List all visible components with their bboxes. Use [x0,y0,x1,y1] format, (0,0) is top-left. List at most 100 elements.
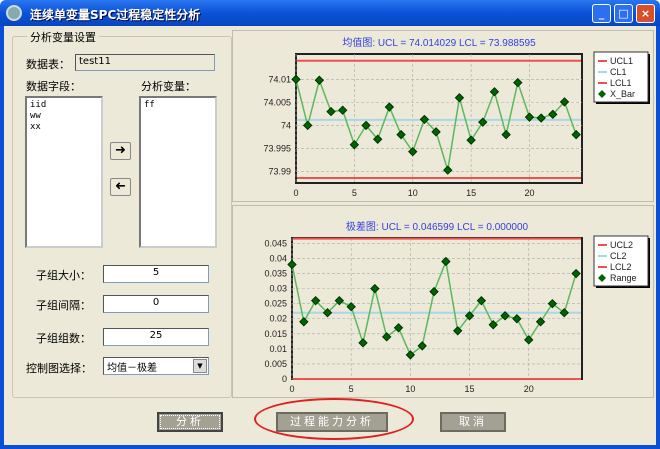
data-point [464,311,475,321]
list-item[interactable]: ff [144,100,155,110]
data-point [396,129,406,140]
subgroup-interval-input[interactable]: 0 [103,295,209,313]
list-item[interactable]: xx [30,122,41,132]
y-tick-label: 73.995 [263,143,291,153]
arrow-right-icon: ➜ [115,143,126,158]
data-point [535,317,546,327]
legend-label: X_Bar [610,89,635,99]
data-point [370,283,380,294]
data-point [501,129,511,140]
x-tick-label: 20 [524,384,534,394]
vars-list[interactable]: ff [139,96,217,248]
chart-type-value: 均值－极差 [107,363,157,374]
add-variable-button[interactable]: ➜ [110,142,131,160]
list-item[interactable]: iid [30,100,47,110]
data-point [536,113,546,123]
chart-type-select[interactable]: 均值－极差 ▼ [103,357,209,375]
group-title: 分析变量设置 [27,29,99,45]
data-point [571,129,581,140]
x-tick-label: 10 [408,188,418,198]
data-point [548,109,558,120]
data-point [384,102,395,112]
y-tick-label: 0.015 [264,329,287,339]
y-tick-label: 0.01 [269,344,287,354]
y-tick-label: 0.045 [264,238,287,248]
data-point [489,87,500,97]
legend-label: CL1 [610,67,627,77]
data-point [559,97,570,107]
legend-label: UCL2 [610,240,633,250]
data-point [393,323,404,333]
data-point [559,308,569,318]
x-tick-label: 0 [289,384,294,394]
y-tick-label: 0 [282,374,287,384]
range-chart: 极差图: UCL = 0.046599 LCL = 0.000000 0 0.005… [264,220,650,394]
plot-area [295,53,583,184]
subgroup-interval-label: 子组间隔： [36,299,91,312]
data-point [337,105,348,115]
fields-list[interactable]: iid ww xx [25,96,103,248]
data-point [417,341,427,351]
y-tick-label: 74 [281,120,291,130]
legend-marker [598,90,606,98]
data-point [346,301,356,312]
chart-title: 均值图: UCL = 74.014029 LCL = 73.988595 [342,36,536,49]
y-tick-label: 0.04 [269,253,287,263]
x-tick-label: 15 [465,384,475,394]
data-point [454,93,465,103]
data-point [326,106,336,117]
minimize-button[interactable]: _ [592,4,611,23]
y-tick-label: 73.99 [268,166,291,176]
y-tick-label: 0.005 [264,359,287,369]
data-point [453,326,463,336]
x-tick-label: 15 [466,188,476,198]
xbar-chart: 均值图: UCL = 74.014029 LCL = 73.988595 73.9… [263,36,650,198]
data-point [302,120,313,131]
vars-label: 分析变量： [141,80,196,93]
legend-label: LCL1 [610,78,632,88]
data-point [287,259,297,270]
arrow-left-icon: ➜ [115,179,126,194]
chart-title: 极差图: UCL = 0.046599 LCL = 0.000000 [346,220,529,233]
title-bar[interactable]: 连续单变量SPC过程稳定性分析 _ □ × [0,0,660,26]
chevron-down-icon[interactable]: ▼ [193,359,207,373]
analyze-button[interactable]: 分析 [157,412,223,432]
legend-label: UCL1 [610,56,633,66]
maximize-button[interactable]: □ [614,4,633,23]
x-tick-label: 5 [349,384,354,394]
data-point [500,311,510,321]
data-point [419,114,430,125]
remove-variable-button[interactable]: ➜ [110,178,131,196]
list-item[interactable]: ww [30,111,41,121]
plot-area [291,237,583,380]
highlight-annotation [254,398,414,440]
data-point [373,134,383,144]
chart-type-label: 控制图选择： [26,362,92,375]
data-point [291,74,301,85]
subgroup-count-input[interactable]: 25 [103,328,209,346]
data-point [322,308,333,318]
y-tick-label: 0.02 [269,314,287,324]
cancel-button[interactable]: 取消 [440,412,506,432]
y-tick-label: 0.03 [269,284,287,294]
data-point [512,314,522,324]
data-point [571,268,581,279]
close-button[interactable]: × [636,4,655,23]
y-tick-label: 74.01 [268,74,291,84]
data-point [349,140,360,150]
table-field[interactable]: test11 [75,54,215,71]
data-point [314,75,325,85]
data-point [476,295,487,306]
y-tick-label: 0.025 [264,299,287,309]
x-tick-label: 20 [524,188,534,198]
legend-label: Range [610,273,637,283]
app-icon [6,5,22,21]
data-point [478,117,488,127]
window-title: 连续单变量SPC过程稳定性分析 [30,8,201,22]
data-point [524,335,534,345]
subgroup-size-input[interactable]: 5 [103,265,209,283]
data-point [310,295,321,306]
y-tick-label: 0.035 [264,269,287,279]
data-point [405,350,416,360]
settings-group: 分析变量设置 [12,29,232,398]
